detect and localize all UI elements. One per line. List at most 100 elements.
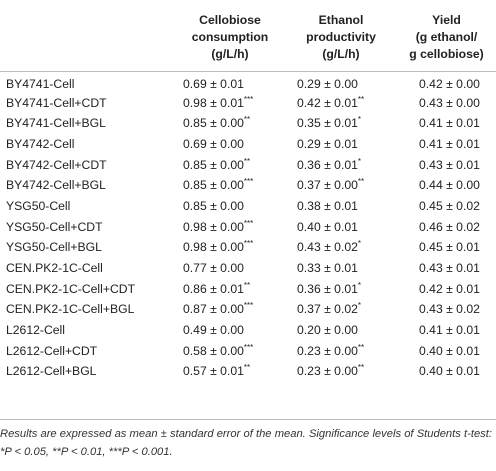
significance-marker: ** — [357, 177, 365, 187]
table-bottom-rule — [0, 419, 496, 420]
header-cellobiose-consumption: Cellobiose consumption (g/L/h) — [175, 6, 285, 72]
ethanol-productivity-value: 0.20 ± 0.00 — [285, 320, 397, 341]
value-text: 0.36 ± 0.01 — [297, 281, 358, 296]
ethanol-productivity-value: 0.40 ± 0.01 — [285, 216, 397, 237]
value-text: 0.43 ± 0.01 — [419, 157, 480, 172]
yield-value: 0.43 ± 0.00 — [397, 92, 496, 113]
significance-marker: ** — [357, 363, 365, 373]
cellobiose-consumption-value: 0.69 ± 0.01 — [175, 72, 285, 93]
significance-marker: *** — [243, 177, 254, 187]
table-row: BY4742-Cell+BGL 0.85 ± 0.00*** 0.37 ± 0.00… — [0, 175, 496, 196]
significance-marker: * — [357, 115, 362, 125]
value-text: 0.42 ± 0.00 — [419, 77, 480, 92]
strain-name: BY4742-Cell+BGL — [6, 178, 106, 193]
ethanol-productivity-value: 0.43 ± 0.02* — [285, 237, 397, 258]
strain-name: CEN.PK2-1C-Cell — [6, 261, 103, 276]
table-row: CEN.PK2-1C-Cell+CDT 0.86 ± 0.01** 0.36 ± 0… — [0, 278, 496, 299]
table-row: YSG50-Cell+BGL 0.98 ± 0.00*** 0.43 ± 0.02*… — [0, 237, 496, 258]
value-text: 0.87 ± 0.00 — [183, 302, 244, 317]
ethanol-productivity-value: 0.23 ± 0.00** — [285, 340, 397, 361]
significance-marker: ** — [243, 363, 251, 373]
value-text: 0.57 ± 0.01 — [183, 364, 244, 379]
significance-marker: * — [357, 156, 362, 166]
value-text: 0.43 ± 0.02 — [419, 302, 480, 317]
yield-value: 0.42 ± 0.01 — [397, 278, 496, 299]
cellobiose-consumption-value: 0.57 ± 0.01** — [175, 361, 285, 382]
value-text: 0.98 ± 0.00 — [183, 219, 244, 234]
strain-name: CEN.PK2-1C-Cell+BGL — [6, 302, 135, 317]
header-strain — [0, 6, 175, 72]
cellobiose-consumption-value: 0.98 ± 0.01*** — [175, 92, 285, 113]
value-text: 0.41 ± 0.01 — [419, 136, 480, 151]
value-text: 0.43 ± 0.01 — [419, 261, 480, 276]
cellobiose-consumption-value: 0.85 ± 0.00 — [175, 196, 285, 217]
value-text: 0.43 ± 0.00 — [419, 95, 480, 110]
significance-marker: *** — [243, 301, 254, 311]
value-text: 0.86 ± 0.01 — [183, 281, 244, 296]
strain-name: BY4742-Cell — [6, 136, 75, 151]
significance-marker: ** — [243, 156, 251, 166]
cellobiose-consumption-value: 0.77 ± 0.00 — [175, 258, 285, 279]
value-text: 0.23 ± 0.00 — [297, 343, 358, 358]
strain-name: YSG50-Cell+BGL — [6, 240, 102, 255]
value-text: 0.20 ± 0.00 — [297, 323, 358, 338]
table-row: BY4741-Cell 0.69 ± 0.01 0.29 ± 0.00 0.42 ± … — [0, 72, 496, 93]
value-text: 0.29 ± 0.01 — [297, 136, 358, 151]
value-text: 0.23 ± 0.00 — [297, 364, 358, 379]
strain-name: L2612-Cell+BGL — [6, 364, 97, 379]
strain-name: BY4742-Cell+CDT — [6, 157, 107, 172]
value-text: 0.44 ± 0.00 — [419, 178, 480, 193]
ethanol-productivity-value: 0.35 ± 0.01* — [285, 113, 397, 134]
strain-name: BY4741-Cell+CDT — [6, 95, 107, 110]
table-row: BY4742-Cell 0.69 ± 0.00 0.29 ± 0.01 0.41 ± … — [0, 134, 496, 155]
table-row: L2612-Cell+CDT 0.58 ± 0.00*** 0.23 ± 0.00*… — [0, 340, 496, 361]
strain-name: YSG50-Cell — [6, 198, 71, 213]
value-text: 0.41 ± 0.01 — [419, 323, 480, 338]
yield-value: 0.43 ± 0.02 — [397, 299, 496, 320]
value-text: 0.45 ± 0.01 — [419, 240, 480, 255]
header-row: Cellobiose consumption (g/L/h) Ethanol p… — [0, 6, 496, 72]
strain-name: L2612-Cell — [6, 323, 65, 338]
value-text: 0.40 ± 0.01 — [419, 364, 480, 379]
significance-marker: *** — [243, 239, 254, 249]
ethanol-productivity-value: 0.29 ± 0.01 — [285, 134, 397, 155]
results-table: Cellobiose consumption (g/L/h) Ethanol p… — [0, 6, 496, 382]
value-text: 0.69 ± 0.00 — [183, 136, 244, 151]
yield-value: 0.42 ± 0.00 — [397, 72, 496, 93]
cellobiose-consumption-value: 0.98 ± 0.00*** — [175, 237, 285, 258]
table-row: BY4742-Cell+CDT 0.85 ± 0.00** 0.36 ± 0.01*… — [0, 154, 496, 175]
value-text: 0.49 ± 0.00 — [183, 323, 244, 338]
value-text: 0.98 ± 0.00 — [183, 240, 244, 255]
header-yield: Yield (g ethanol/ g cellobiose) — [397, 6, 496, 72]
value-text: 0.41 ± 0.01 — [419, 116, 480, 131]
cellobiose-consumption-value: 0.85 ± 0.00** — [175, 113, 285, 134]
value-text: 0.85 ± 0.00 — [183, 116, 244, 131]
ethanol-productivity-value: 0.37 ± 0.00** — [285, 175, 397, 196]
significance-marker: ** — [243, 115, 251, 125]
yield-value: 0.43 ± 0.01 — [397, 154, 496, 175]
value-text: 0.33 ± 0.01 — [297, 261, 358, 276]
table-footnote: Results are expressed as mean ± standard… — [0, 428, 492, 458]
significance-marker: *** — [243, 342, 254, 352]
strain-name: BY4741-Cell — [6, 77, 75, 92]
value-text: 0.43 ± 0.02 — [297, 240, 358, 255]
yield-value: 0.44 ± 0.00 — [397, 175, 496, 196]
value-text: 0.35 ± 0.01 — [297, 116, 358, 131]
ethanol-productivity-value: 0.36 ± 0.01* — [285, 154, 397, 175]
yield-value: 0.40 ± 0.01 — [397, 340, 496, 361]
header-ethanol-productivity: Ethanol productivity (g/L/h) — [285, 6, 397, 72]
cellobiose-consumption-value: 0.86 ± 0.01** — [175, 278, 285, 299]
yield-value: 0.45 ± 0.01 — [397, 237, 496, 258]
value-text: 0.85 ± 0.00 — [183, 178, 244, 193]
value-text: 0.40 ± 0.01 — [419, 343, 480, 358]
strain-name: L2612-Cell+CDT — [6, 343, 98, 358]
cellobiose-consumption-value: 0.49 ± 0.00 — [175, 320, 285, 341]
yield-value: 0.41 ± 0.01 — [397, 134, 496, 155]
value-text: 0.46 ± 0.02 — [419, 219, 480, 234]
value-text: 0.85 ± 0.00 — [183, 198, 244, 213]
table-row: CEN.PK2-1C-Cell 0.77 ± 0.00 0.33 ± 0.01 0.4… — [0, 258, 496, 279]
value-text: 0.36 ± 0.01 — [297, 157, 358, 172]
value-text: 0.29 ± 0.00 — [297, 77, 358, 92]
ethanol-productivity-value: 0.37 ± 0.02* — [285, 299, 397, 320]
